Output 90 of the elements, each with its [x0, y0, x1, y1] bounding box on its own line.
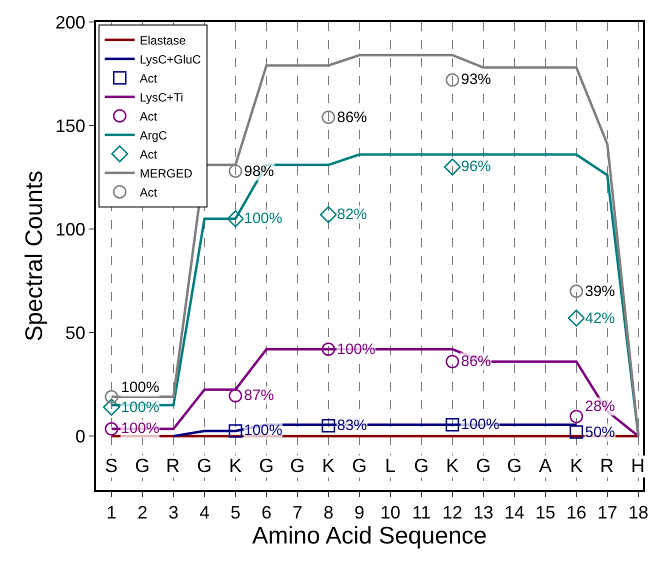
point: [570, 410, 584, 424]
x-tick-label: 3: [168, 502, 178, 523]
annotation: K: [446, 456, 459, 477]
annotation: 42%: [585, 310, 616, 327]
point: [444, 158, 461, 176]
y-tick-label: 100: [55, 219, 86, 240]
point: [228, 164, 242, 178]
y-tick-label: 0: [75, 426, 86, 446]
legend-label: LysC+GluC: [140, 52, 202, 67]
annotation: 100%: [337, 341, 376, 358]
point: [322, 342, 336, 356]
point: [446, 418, 460, 432]
x-tick-label: 9: [354, 502, 364, 523]
x-tick-label: 10: [380, 502, 400, 523]
legend-label: Act: [140, 186, 158, 200]
point: [102, 398, 120, 416]
annotation: 86%: [461, 353, 492, 370]
annotation: 100%: [244, 422, 282, 439]
x-tick-label: 5: [230, 502, 240, 523]
annotation: G: [414, 456, 429, 477]
annotation: G: [507, 456, 522, 477]
point: [226, 210, 244, 228]
x-axis-title: Amino Acid Sequence: [252, 522, 487, 550]
annotation: 82%: [337, 206, 368, 223]
annotation: G: [197, 456, 212, 477]
y-tick-label: 200: [55, 12, 86, 32]
annotation: K: [322, 456, 335, 477]
annotation: 87%: [244, 387, 274, 404]
point: [446, 73, 460, 87]
annotation: S: [105, 456, 118, 477]
annotation: 100%: [121, 399, 160, 416]
annotation: R: [600, 456, 614, 477]
point: [446, 354, 460, 368]
annotation: L: [385, 456, 396, 477]
point: [570, 284, 584, 298]
x-tick-label: 2: [137, 502, 148, 523]
annotation: A: [539, 456, 552, 477]
legend-label: Act: [140, 110, 158, 124]
annotation: R: [166, 456, 180, 477]
x-tick-label: 1: [106, 502, 117, 523]
y-tick-label: 50: [65, 322, 86, 343]
x-tick-label: 17: [597, 502, 618, 523]
annotation: 83%: [337, 417, 368, 434]
point: [228, 389, 242, 403]
legend-label: Act: [140, 72, 158, 86]
annotation: 28%: [585, 398, 616, 415]
point: [568, 310, 585, 327]
annotation: H: [631, 456, 645, 477]
x-tick-label: 12: [442, 502, 462, 523]
y-axis-title: Spectral Counts: [20, 170, 48, 342]
y-tick-label: 150: [55, 116, 86, 136]
legend-label: ArgC: [140, 128, 168, 143]
legend-label: MERGED: [140, 166, 193, 181]
annotation: K: [570, 456, 583, 477]
annotation: G: [135, 456, 150, 477]
x-tick-label: 6: [261, 502, 272, 523]
annotation: 93%: [461, 71, 492, 88]
x-tick-label: 13: [473, 502, 494, 523]
point: [322, 419, 336, 433]
x-tick-label: 8: [323, 502, 334, 523]
point: [228, 424, 242, 438]
annotation: G: [290, 456, 305, 477]
annotation: 100%: [121, 420, 160, 437]
x-tick-label: 7: [292, 502, 302, 523]
x-tick-label: 11: [412, 502, 431, 523]
x-tick-label: 4: [199, 502, 210, 523]
x-tick-label: 14: [504, 502, 524, 523]
annotation: 98%: [244, 163, 274, 180]
annotation: 100%: [121, 379, 160, 396]
annotation: 100%: [244, 210, 282, 227]
annotation: 100%: [461, 416, 500, 433]
annotation: 86%: [337, 109, 368, 126]
annotation: K: [229, 456, 242, 477]
legend-label: LysC+Ti: [140, 90, 184, 105]
x-tick-label: 16: [566, 502, 586, 523]
annotation: G: [476, 456, 491, 477]
point: [322, 110, 336, 124]
point: [320, 206, 337, 224]
x-tick-label: 18: [628, 502, 648, 523]
point: [570, 425, 584, 439]
annotation: G: [352, 456, 367, 477]
annotation: 50%: [585, 424, 616, 441]
point: [104, 422, 118, 436]
legend-label: Elastase: [140, 34, 186, 48]
legend-label: Act: [140, 148, 158, 162]
annotation: G: [259, 456, 274, 477]
x-tick-label: 15: [535, 502, 556, 523]
point: [104, 390, 118, 404]
annotation: 96%: [461, 158, 492, 175]
annotation: 39%: [585, 283, 616, 300]
